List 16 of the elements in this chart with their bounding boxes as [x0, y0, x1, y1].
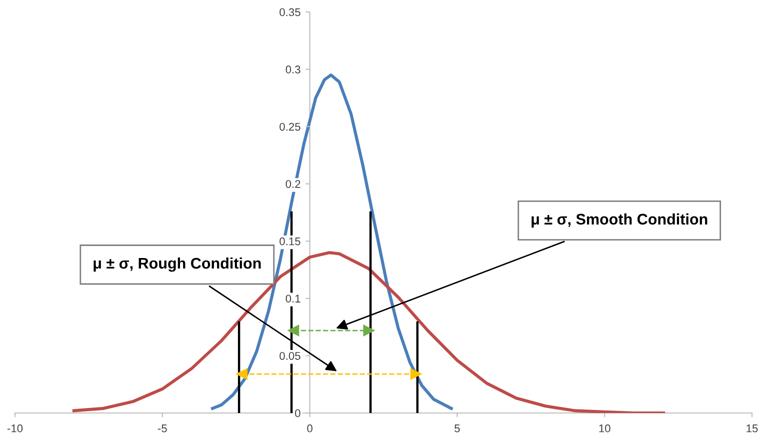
x-tick-label: 5 [454, 424, 460, 432]
x-tick-label: 10 [599, 424, 610, 432]
y-tick-label: 0.3 [286, 66, 300, 74]
y-tick-label: 0.05 [280, 352, 300, 360]
y-tick-label: 0.1 [286, 294, 300, 303]
y-tick-label: 0.35 [280, 8, 300, 16]
y-tick-label: 0 [295, 409, 300, 418]
x-tick-label: 0 [307, 424, 312, 432]
y-tick-label: 0.2 [286, 180, 300, 188]
x-tick-label: -10 [7, 424, 23, 432]
x-tick-label: 15 [746, 424, 758, 432]
annotation: μ ± σ, Rough Condition [94, 257, 261, 272]
y-tick-label: 0.15 [280, 237, 300, 246]
y-tick-label: 0.25 [280, 122, 300, 131]
x-tick-label: -5 [158, 424, 167, 432]
annotation: μ ± σ, Smooth Condition [532, 213, 708, 228]
